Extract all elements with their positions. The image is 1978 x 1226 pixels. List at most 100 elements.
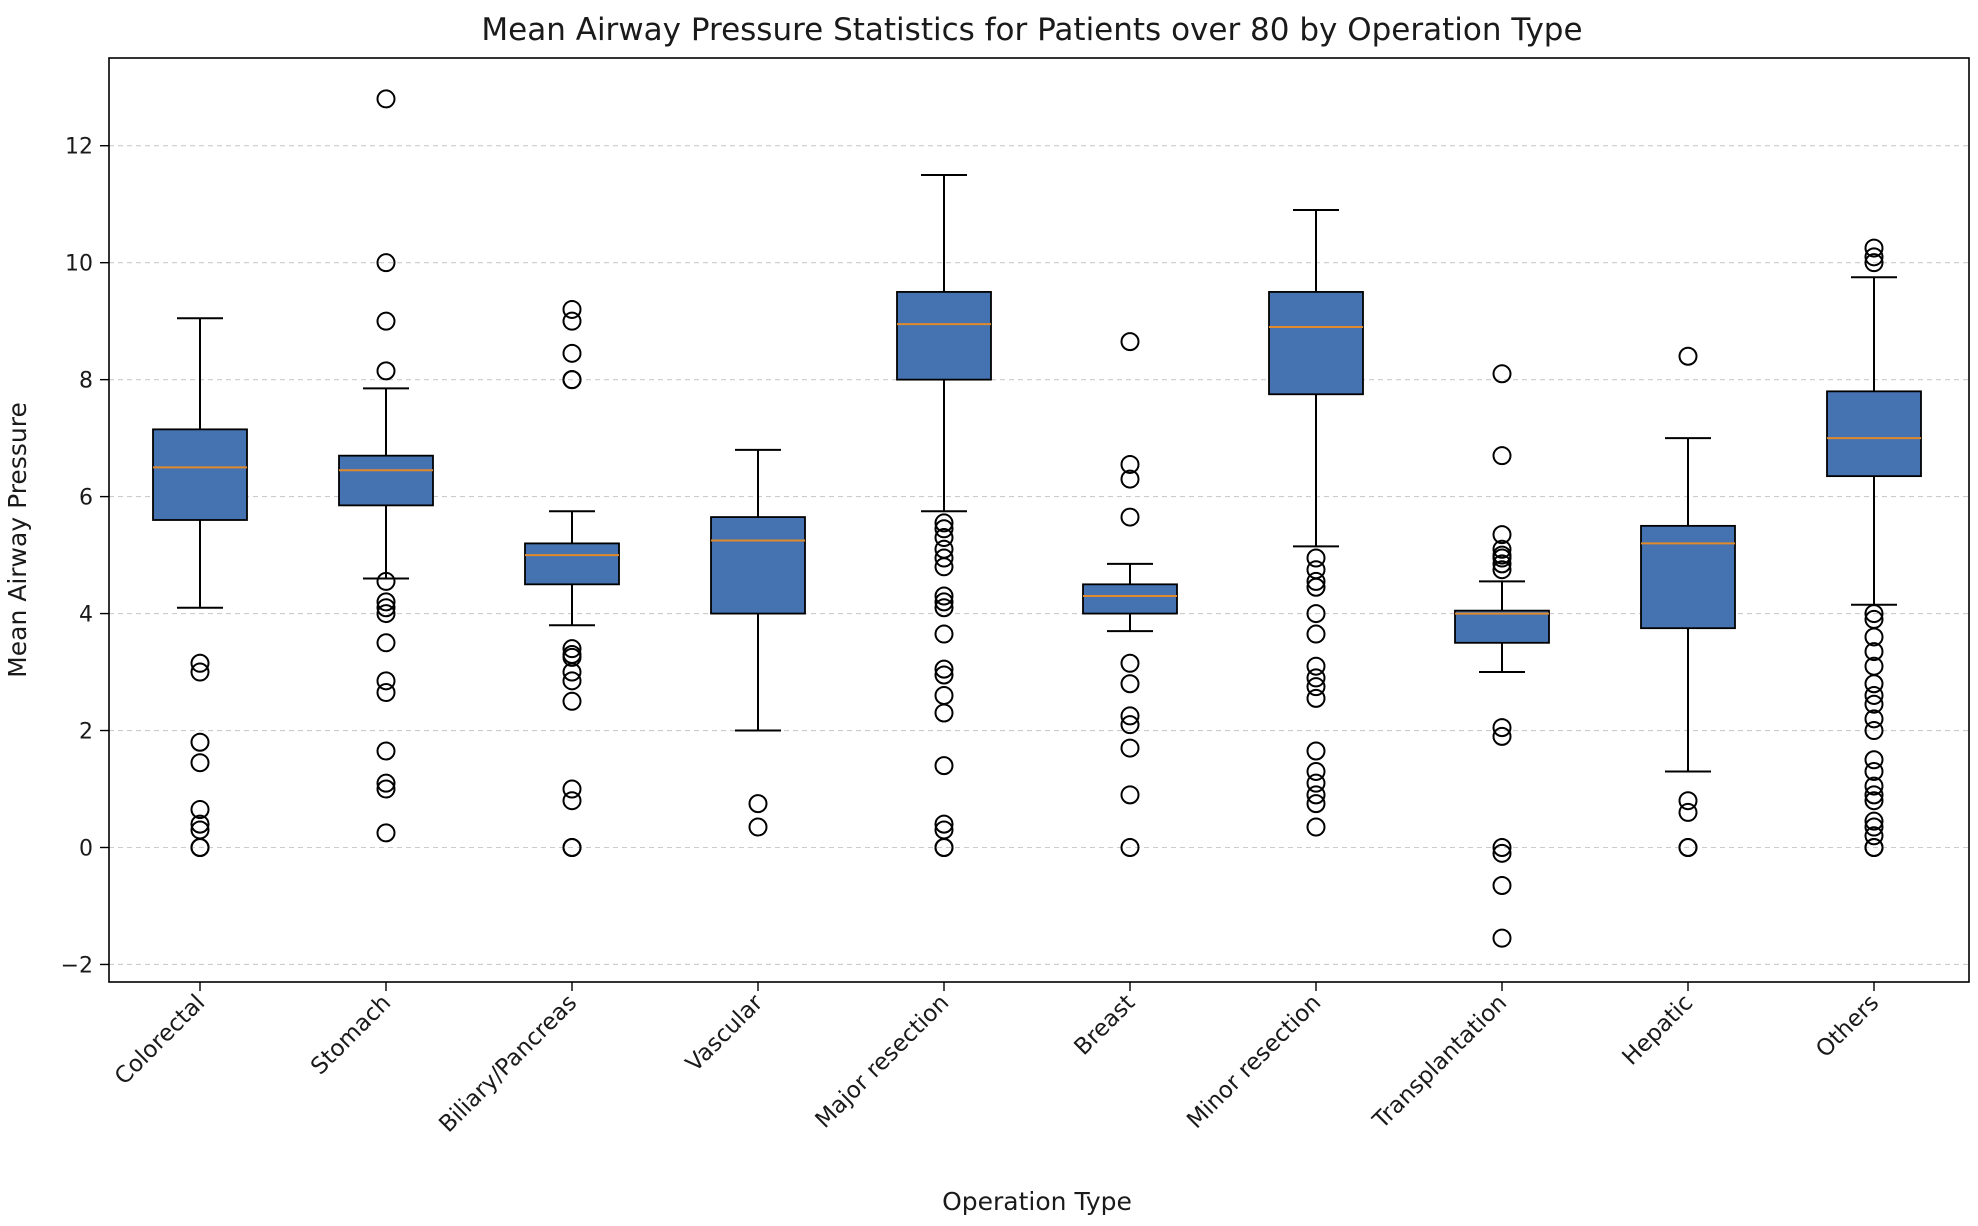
box-7: [1454, 580, 1550, 674]
outlier-point: [934, 548, 954, 568]
outlier-point: [376, 779, 396, 799]
outlier-point: [1864, 837, 1884, 857]
x-axis-label: Operation Type: [942, 1187, 1132, 1216]
outlier-point: [190, 732, 210, 752]
outlier-point: [1492, 364, 1512, 384]
outlier-point: [1306, 761, 1326, 781]
outlier-point: [562, 647, 582, 667]
y-tick-label: 4: [79, 603, 93, 628]
outlier-point: [934, 703, 954, 723]
outlier-point: [1492, 548, 1512, 568]
outlier-point: [1864, 776, 1884, 796]
outlier-point: [1306, 571, 1326, 591]
box-6: [1268, 209, 1364, 548]
x-tick-label: Others: [1811, 990, 1884, 1063]
outlier-point: [1306, 773, 1326, 793]
outlier-point: [1864, 761, 1884, 781]
y-tick-label: −2: [61, 953, 93, 978]
outlier-point: [376, 571, 396, 591]
x-axis-ticks: Colorectal Stomach Biliary/Pancreas Vascula…: [110, 982, 1884, 1138]
box-1: [338, 387, 434, 580]
outlier-point: [376, 604, 396, 624]
outlier-point: [376, 671, 396, 691]
outlier-point: [376, 633, 396, 653]
outlier-point: [1306, 668, 1326, 688]
iqr-box: [896, 291, 992, 381]
outlier-point: [934, 756, 954, 776]
outlier-point: [934, 528, 954, 548]
outlier-point: [562, 639, 582, 659]
outlier-point: [1492, 525, 1512, 545]
box-5: [1082, 562, 1178, 633]
outlier-point: [1306, 624, 1326, 644]
iqr-box: [524, 542, 620, 586]
chart-title: Mean Airway Pressure Statistics for Pati…: [481, 12, 1582, 48]
x-tick-label: Biliary/Pancreas: [434, 990, 582, 1138]
outlier-point: [1120, 837, 1140, 857]
outlier-point: [562, 311, 582, 331]
outlier-point: [1120, 332, 1140, 352]
boxes: [152, 173, 1922, 773]
outlier-point: [1492, 726, 1512, 746]
x-tick-label: Colorectal: [110, 990, 210, 1090]
outlier-point: [376, 311, 396, 331]
outlier-point: [934, 513, 954, 533]
outlier-point: [376, 741, 396, 761]
outlier-point: [1306, 656, 1326, 676]
outlier-point: [1306, 817, 1326, 837]
outlier-point: [1864, 253, 1884, 273]
iqr-box: [152, 428, 248, 521]
iqr-box: [1268, 291, 1364, 396]
outlier-point: [1864, 791, 1884, 811]
y-tick-label: 6: [79, 486, 93, 511]
x-tick-label: Breast: [1070, 990, 1141, 1061]
outlier-point: [1864, 811, 1884, 831]
outlier-point: [1678, 802, 1698, 822]
box-3: [710, 448, 806, 732]
outlier-point: [376, 598, 396, 618]
outlier-point: [562, 779, 582, 799]
x-tick-label: Transplantation: [1368, 990, 1513, 1135]
outlier-point: [562, 791, 582, 811]
y-tick-label: 12: [65, 135, 93, 160]
x-tick-label: Minor resection: [1182, 990, 1326, 1134]
outlier-point: [190, 662, 210, 682]
outlier-point: [1492, 539, 1512, 559]
iqr-box: [1454, 609, 1550, 644]
outlier-point: [1120, 507, 1140, 527]
outlier-point: [1864, 694, 1884, 714]
outlier-point: [376, 361, 396, 381]
iqr-box: [1082, 583, 1178, 615]
outlier-point: [1492, 560, 1512, 580]
outlier-point: [1864, 642, 1884, 662]
outlier-point: [376, 89, 396, 109]
outlier-point: [1864, 238, 1884, 258]
outlier-point: [1864, 247, 1884, 267]
outlier-point: [1864, 826, 1884, 846]
outlier-point: [934, 659, 954, 679]
outlier-point: [376, 683, 396, 703]
outlier-point: [376, 773, 396, 793]
outlier-point: [1120, 674, 1140, 694]
outlier-point: [1678, 346, 1698, 366]
x-tick-label: Hepatic: [1617, 990, 1698, 1071]
outlier-point: [1306, 577, 1326, 597]
iqr-box: [710, 516, 806, 615]
outlier-point: [748, 817, 768, 837]
outlier-point: [1492, 843, 1512, 863]
outlier-point: [562, 837, 582, 857]
y-axis-ticks: −2 0 2 4 6 8 10 12: [61, 135, 109, 978]
y-tick-label: 8: [79, 369, 93, 394]
outlier-point: [1492, 718, 1512, 738]
y-axis-label: Mean Airway Pressure: [3, 402, 32, 678]
outlier-point: [934, 665, 954, 685]
outlier-point: [1306, 688, 1326, 708]
outlier-point: [1120, 454, 1140, 474]
y-tick-label: 2: [79, 720, 93, 745]
iqr-box: [338, 454, 434, 507]
x-tick-label: Vascular: [681, 989, 768, 1076]
outlier-point: [1492, 928, 1512, 948]
outlier-point: [376, 253, 396, 273]
outlier-point: [1306, 604, 1326, 624]
